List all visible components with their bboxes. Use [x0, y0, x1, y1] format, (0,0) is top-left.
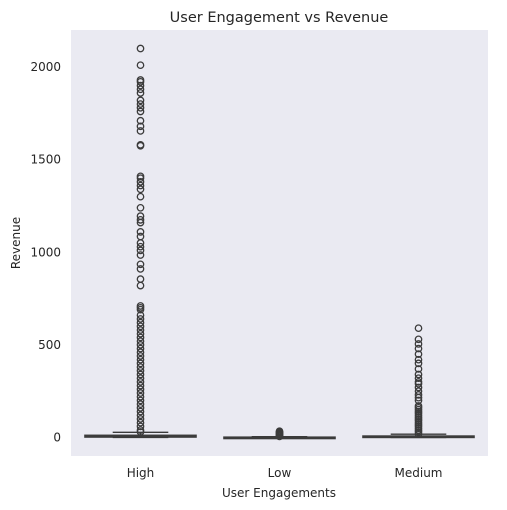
y-tick-label: 1000: [30, 245, 61, 259]
outlier-point: [136, 185, 145, 194]
box-group-medium: [362, 324, 475, 439]
outlier-point: [136, 389, 145, 397]
outlier-point: [136, 81, 145, 90]
outlier-point: [414, 350, 423, 358]
chart-title: User Engagement vs Revenue: [170, 10, 389, 26]
outlier-point: [136, 212, 145, 220]
outlier-point: [136, 407, 145, 416]
outlier-point: [136, 85, 145, 94]
outlier-point: [136, 232, 145, 241]
y-tick-label: 500: [38, 338, 61, 352]
outlier-point: [136, 396, 145, 405]
outlier-point: [136, 116, 145, 125]
box-group-low: [223, 427, 336, 441]
outlier-point: [136, 337, 145, 346]
outlier-point: [136, 61, 145, 70]
outlier-point: [136, 374, 145, 383]
outlier-point: [136, 400, 145, 408]
outlier-point: [136, 333, 145, 342]
outlier-point: [136, 422, 145, 431]
y-axis-label: Revenue: [9, 217, 23, 269]
outlier-point: [136, 318, 145, 327]
outlier-point: [136, 348, 145, 357]
outlier-point: [414, 324, 423, 333]
outlier-point: [136, 381, 145, 390]
outlier-point: [136, 341, 145, 349]
outlier-point: [136, 359, 145, 368]
outlier-point: [136, 326, 145, 334]
outlier-point: [136, 265, 145, 273]
outlier-point: [136, 311, 145, 320]
outlier-point: [136, 392, 145, 401]
x-axis-ticks: High Low Medium: [127, 466, 443, 480]
chart-marks: [84, 44, 475, 441]
box-group-high: [84, 44, 197, 439]
outlier-point: [414, 344, 423, 353]
outlier-point: [136, 122, 145, 131]
outlier-point: [275, 427, 284, 436]
y-axis-ticks: 0 500 1000 1500 2000: [30, 60, 61, 444]
y-tick-label: 2000: [30, 60, 61, 74]
outlier-point: [136, 415, 145, 423]
outlier-point: [136, 96, 145, 105]
outlier-point: [136, 100, 145, 108]
outlier-point: [414, 396, 423, 405]
outlier-point: [136, 228, 145, 236]
y-tick-label: 0: [53, 430, 61, 444]
outlier-point: [414, 391, 423, 399]
outlier-point: [414, 370, 423, 379]
outlier-point: [136, 385, 145, 394]
outlier-point: [136, 363, 145, 371]
outlier-point: [136, 76, 145, 84]
outlier-point: [136, 44, 145, 53]
outlier-point: [136, 178, 145, 186]
outlier-point: [136, 260, 145, 269]
outlier-point: [136, 203, 145, 212]
outlier-point: [136, 370, 145, 379]
outlier-point: [414, 402, 423, 410]
x-tick-label-low: Low: [268, 466, 292, 480]
outlier-point: [136, 352, 145, 360]
y-tick-label: 1500: [30, 153, 61, 167]
outlier-point: [136, 315, 145, 323]
outlier-point: [136, 275, 145, 283]
outlier-point: [136, 127, 145, 135]
outlier-point: [136, 403, 145, 412]
outlier-point: [136, 89, 145, 97]
outlier-point: [414, 365, 423, 373]
outlier-point: [136, 181, 145, 190]
outlier-point: [414, 378, 423, 386]
outlier-point: [136, 418, 145, 427]
outlier-point: [136, 251, 145, 259]
outlier-point: [136, 322, 145, 331]
outlier-point: [136, 378, 145, 386]
outlier-point: [414, 335, 423, 344]
x-tick-label-medium: Medium: [395, 466, 443, 480]
outlier-point: [136, 344, 145, 353]
outlier-point: [136, 172, 145, 181]
outlier-point: [414, 387, 423, 396]
outlier-point: [414, 383, 423, 392]
outlier-point: [136, 302, 145, 310]
outlier-point: [414, 359, 423, 368]
x-axis-label: User Engagements: [222, 486, 336, 500]
outlier-point: [136, 215, 145, 224]
outlier-point: [414, 355, 423, 364]
outlier-point: [136, 426, 145, 434]
outlier-point: [136, 411, 145, 420]
outlier-point: [136, 140, 145, 149]
outlier-point: [136, 242, 145, 251]
x-tick-label-high: High: [127, 466, 155, 480]
outlier-point: [414, 340, 423, 348]
outlier-point: [414, 374, 423, 383]
outlier-point: [136, 366, 145, 375]
plot-area: [71, 30, 488, 456]
outlier-point: [136, 192, 145, 201]
outlier-point: [136, 329, 145, 338]
outlier-point: [136, 246, 145, 255]
outlier-point: [136, 355, 145, 364]
outlier-point: [136, 103, 145, 112]
outlier-point: [136, 107, 145, 116]
